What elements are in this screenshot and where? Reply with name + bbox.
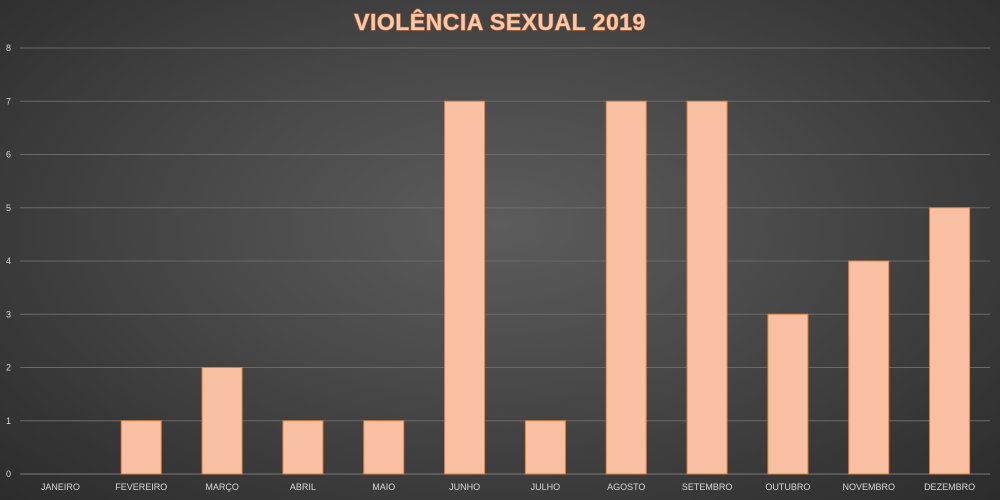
bar-fevereiro xyxy=(120,420,162,475)
bars xyxy=(120,100,971,475)
x-tick-label: FEVEREIRO xyxy=(115,482,167,492)
x-tick-label: SETEMBRO xyxy=(682,482,733,492)
bar-agosto xyxy=(605,100,647,475)
y-tick-label: 7 xyxy=(6,96,11,106)
y-tick-label: 8 xyxy=(6,43,11,53)
x-tick-label: JULHO xyxy=(531,482,561,492)
x-tick-label: MARÇO xyxy=(205,482,239,492)
x-tick-label: ABRIL xyxy=(290,482,316,492)
y-tick-label: 0 xyxy=(6,469,11,479)
bar-abril xyxy=(282,420,324,475)
chart-title: VIOLÊNCIA SEXUAL 2019 xyxy=(354,8,646,35)
x-tick-label: AGOSTO xyxy=(607,482,645,492)
bar-junho xyxy=(444,100,486,475)
bar-maio xyxy=(363,420,405,475)
y-tick-label: 3 xyxy=(6,309,11,319)
x-tick-label: OUTUBRO xyxy=(765,482,810,492)
bar-setembro xyxy=(686,100,728,475)
x-tick-label: MAIO xyxy=(372,482,395,492)
bar-novembro xyxy=(848,260,890,475)
x-tick-label: NOVEMBRO xyxy=(842,482,895,492)
y-tick-label: 5 xyxy=(6,203,11,213)
x-tick-label: JANEIRO xyxy=(41,482,80,492)
x-axis-ticks: JANEIRO FEVEREIRO MARÇO ABRIL MAIO JUNHO JULHO… xyxy=(41,482,975,492)
gridlines xyxy=(20,47,990,475)
y-tick-label: 2 xyxy=(6,363,11,373)
y-tick-label: 1 xyxy=(6,416,11,426)
bar-dezembro xyxy=(929,207,971,475)
x-tick-label: JUNHO xyxy=(449,482,480,492)
bar-outubro xyxy=(767,313,809,475)
y-axis-ticks: 0 1 2 3 4 5 6 7 8 xyxy=(6,43,11,479)
y-tick-label: 6 xyxy=(6,150,11,160)
y-tick-label: 4 xyxy=(6,256,11,266)
bar-março xyxy=(201,367,243,475)
bar-julho xyxy=(524,420,566,475)
x-tick-label: DEZEMBRO xyxy=(924,482,975,492)
